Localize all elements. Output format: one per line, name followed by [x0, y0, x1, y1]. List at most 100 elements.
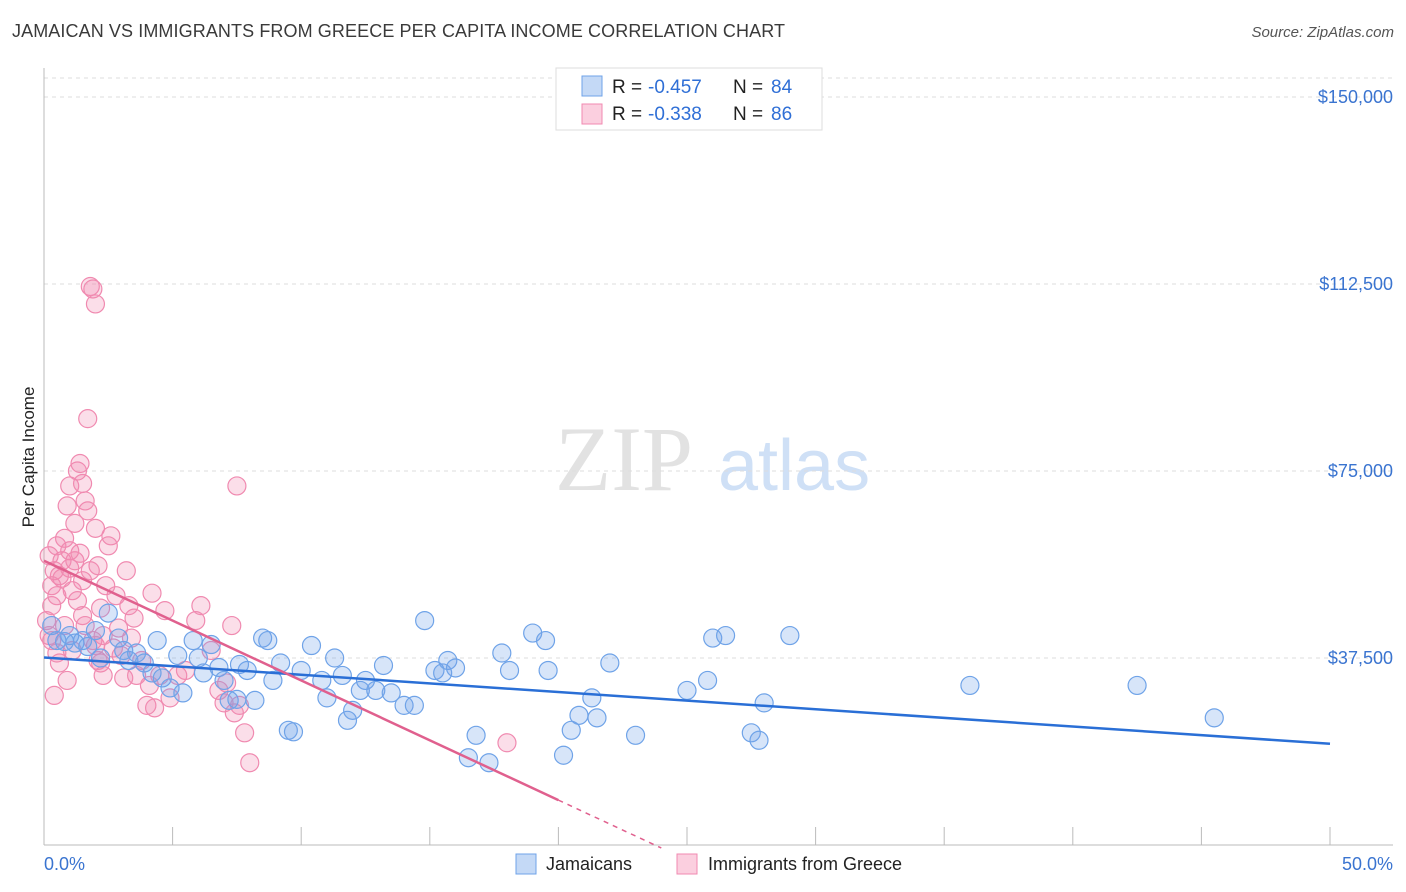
greece-point: [75, 491, 95, 511]
y-tick-label: $37,500: [1328, 648, 1393, 668]
greece-point: [222, 615, 242, 636]
jamaican-point: [78, 636, 98, 657]
jamaican-point: [173, 683, 193, 703]
stats-legend: R = -0.457 N = 84 R = -0.338 N = 86: [555, 67, 823, 131]
y-tick-label: $150,000: [1318, 87, 1393, 107]
gridlines: [44, 77, 1393, 659]
y-axis-label: Per Capita Income: [19, 387, 38, 528]
greece-point: [65, 513, 85, 533]
greece-point: [240, 753, 260, 773]
greece-point: [83, 279, 103, 299]
greece-point: [144, 698, 165, 718]
jamaican-point: [160, 678, 180, 698]
jamaican-point: [780, 625, 800, 646]
jamaican-point: [715, 625, 736, 646]
legend-n-label-blue: N =: [733, 77, 763, 98]
jamaican-point: [350, 680, 370, 701]
jamaican-point: [1127, 675, 1147, 696]
jamaican-point: [227, 689, 247, 709]
greece-point: [42, 596, 62, 616]
jamaican-point: [754, 693, 774, 713]
axes: [43, 68, 1393, 846]
bottom-legend-label-greece: Immigrants from Greece: [708, 854, 902, 874]
jamaican-point: [253, 628, 273, 648]
greece-point: [227, 476, 247, 496]
jamaican-point: [119, 650, 139, 671]
y-tick-label: $112,500: [1319, 274, 1393, 294]
greece-point: [85, 294, 106, 314]
greece-point: [57, 670, 77, 691]
greece-point: [497, 733, 517, 753]
jamaican-point: [147, 630, 167, 651]
jamaican-point: [72, 630, 93, 651]
legend-swatch-pink: [581, 103, 603, 125]
bottom-legend-swatch-greece: [676, 853, 698, 875]
greece-trend-line: [43, 559, 559, 802]
chart-title: JAMAICAN VS IMMIGRANTS FROM GREECE PER C…: [12, 21, 786, 41]
jamaican-point: [98, 603, 118, 623]
greece-point: [62, 581, 82, 601]
jamaican-point: [366, 680, 386, 701]
jamaican-point: [381, 683, 401, 703]
jamaican-point: [433, 663, 453, 683]
jamaican-point: [499, 660, 520, 681]
jamaican-point: [582, 688, 602, 708]
legend-n-value-pink: 86: [771, 104, 792, 125]
greece-point: [191, 596, 211, 616]
jamaican-trend-line: [43, 656, 1331, 746]
jamaican-point: [445, 658, 466, 678]
jamaican-point: [561, 720, 581, 740]
greece-point: [101, 526, 121, 546]
greece-point: [57, 496, 77, 516]
greece-point: [235, 723, 255, 743]
greece-points: [36, 276, 517, 773]
jamaican-point: [600, 653, 620, 673]
jamaican-point: [741, 723, 761, 743]
jamaican-point: [325, 648, 345, 668]
jamaican-point: [332, 665, 352, 686]
jamaican-point: [394, 695, 414, 715]
trend-lines: [43, 559, 1331, 849]
legend-r-value-pink: -0.338: [648, 104, 702, 125]
jamaican-point: [337, 710, 358, 730]
jamaican-point: [538, 660, 558, 681]
jamaican-point: [404, 695, 424, 715]
jamaican-point: [258, 630, 278, 651]
jamaican-point: [229, 654, 250, 675]
jamaican-point: [168, 645, 188, 666]
jamaican-point: [373, 655, 394, 676]
jamaican-point: [283, 722, 304, 742]
jamaican-point: [438, 650, 458, 671]
jamaican-point: [1204, 708, 1224, 728]
greece-point: [186, 610, 206, 631]
greece-point: [47, 586, 67, 606]
jamaican-point: [569, 705, 589, 725]
y-tick-labels: $37,500 $75,000 $112,500 $150,000: [1318, 87, 1393, 668]
jamaican-point: [625, 725, 646, 745]
watermark-zip: ZIP: [555, 408, 693, 510]
legend-swatch-blue: [581, 75, 603, 97]
bottom-legend: Jamaicans Immigrants from Greece: [515, 853, 902, 875]
bottom-legend-label-jamaicans: Jamaicans: [546, 854, 632, 874]
jamaican-point: [960, 675, 980, 696]
greece-point: [70, 543, 90, 563]
greece-point: [137, 695, 157, 715]
jamaican-point: [415, 610, 435, 631]
jamaican-point: [425, 660, 445, 681]
legend-r-label-blue: R =: [612, 77, 642, 98]
bottom-legend-swatch-jamaicans: [515, 853, 537, 875]
source-label: Source: ZipAtlas.com: [1251, 24, 1394, 41]
x-tick-min: 0.0%: [44, 854, 85, 874]
legend-r-label-pink: R =: [612, 104, 642, 125]
watermark-atlas: atlas: [718, 426, 870, 506]
greece-point: [70, 453, 90, 474]
jamaican-point: [126, 643, 147, 663]
jamaican-point: [219, 690, 239, 710]
legend-n-label-pink: N =: [733, 104, 763, 125]
greece-point: [85, 518, 106, 538]
jamaican-point: [42, 615, 62, 636]
y-tick-label: $75,000: [1328, 461, 1393, 481]
greece-point: [124, 608, 144, 628]
jamaican-point: [587, 708, 607, 728]
